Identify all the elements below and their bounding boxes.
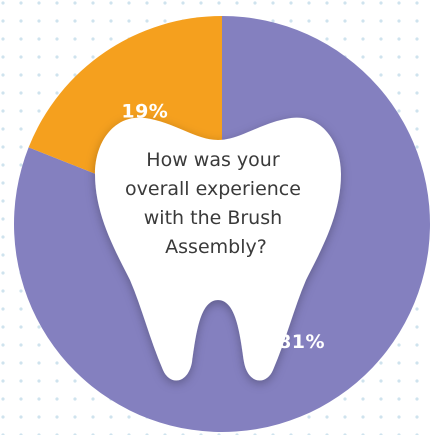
question-line-4: Assembly?	[165, 236, 267, 258]
slice-labels: 81% 19%	[121, 100, 325, 353]
question-line-2: overall experience	[125, 178, 301, 200]
question-line-3: with the Brush	[144, 207, 282, 229]
slice-label-81: 81%	[278, 331, 325, 353]
question-text: How was your overall experience with the…	[125, 149, 307, 258]
slice-label-19: 19%	[121, 100, 168, 122]
tooth-icon	[95, 117, 341, 381]
question-line-1: How was your	[146, 149, 280, 171]
